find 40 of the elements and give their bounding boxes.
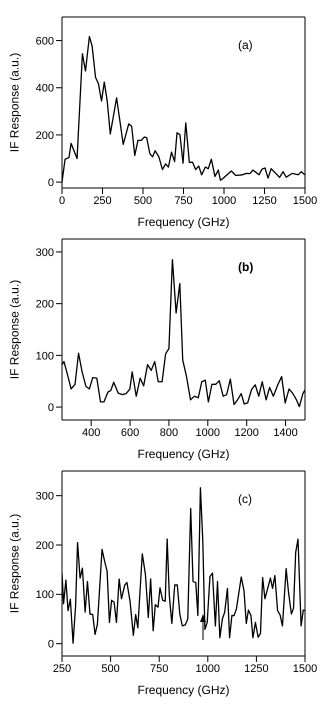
x-tick-label: 500	[101, 662, 120, 675]
x-axis-title: Frequency (GHz)	[137, 215, 230, 229]
x-tick-label: 800	[160, 426, 178, 439]
annotation: (b)	[238, 260, 254, 274]
x-tick-label: 1400	[273, 426, 298, 439]
y-tick-label: 300	[36, 246, 54, 259]
x-axis-title: Frequency (GHz)	[137, 683, 230, 697]
annotation: (c)	[238, 492, 252, 506]
x-tick-label: 400	[82, 426, 100, 439]
x-tick-label: 1000	[196, 662, 220, 675]
x-tick-label: 250	[52, 662, 72, 675]
x-tick-label: 500	[134, 194, 152, 207]
x-tick-label: 1000	[212, 194, 236, 207]
y-axis-title: IF Response (a.u.)	[7, 52, 22, 152]
x-tick-label: 1250	[244, 662, 269, 675]
y-tick-label: 400	[36, 82, 54, 95]
x-axis-title: Frequency (GHz)	[137, 447, 230, 461]
y-tick-label: 0	[48, 177, 54, 190]
x-tick-label: 1500	[292, 662, 318, 675]
y-tick-label: 200	[36, 540, 54, 552]
y-tick-label: 200	[36, 298, 54, 311]
x-tick-label: 1500	[292, 194, 318, 207]
y-axis-title: IF Response (a.u.)	[7, 514, 22, 614]
x-tick-label: 250	[93, 194, 112, 207]
x-tick-label: 0	[58, 194, 66, 207]
x-tick-label: 1000	[196, 426, 220, 439]
y-tick-label: 100	[36, 350, 54, 362]
x-tick-label: 1250	[252, 194, 277, 207]
y-tick-label: 0	[48, 402, 54, 414]
annotation: (a)	[238, 38, 253, 52]
y-tick-label: 100	[36, 589, 54, 602]
y-tick-label: 600	[36, 35, 54, 48]
y-tick-label: 300	[36, 490, 54, 503]
x-tick-label: 1200	[234, 426, 259, 439]
y-tick-label: 0	[48, 638, 54, 651]
x-tick-label: 600	[120, 426, 140, 439]
x-tick-label: 750	[150, 662, 168, 675]
y-axis-title: IF Response (a.u.)	[7, 280, 22, 380]
y-tick-label: 200	[36, 130, 54, 142]
x-tick-label: 750	[174, 194, 193, 207]
